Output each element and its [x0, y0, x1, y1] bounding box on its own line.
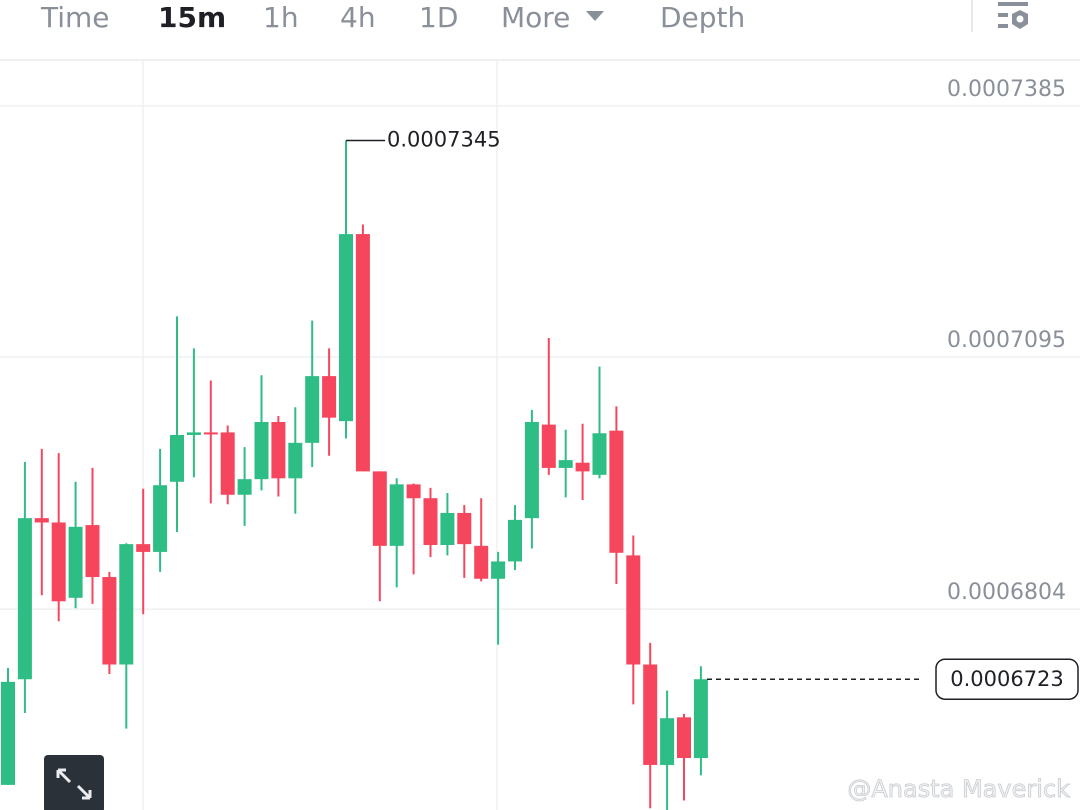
candle-body [423, 498, 438, 545]
last-price-label: 0.0006723 [950, 667, 1064, 691]
candle-body [389, 484, 404, 546]
candle-body [339, 234, 353, 422]
y-tick-label: 0.0007385 [947, 77, 1066, 102]
candle-body [524, 422, 539, 519]
candle-body [254, 422, 269, 480]
candle-body [51, 522, 66, 602]
candle-body [237, 479, 252, 495]
candle-body [153, 485, 168, 552]
candle-body [1, 681, 15, 785]
candle-body [271, 422, 286, 479]
candle-body [85, 525, 100, 578]
grid: 0.0007385 0.0007095 0.0006804 [0, 77, 1080, 610]
candle-body [592, 433, 607, 475]
candle-body [491, 561, 506, 579]
candle-body [609, 430, 624, 553]
candle-body [541, 424, 556, 468]
dropdown-arrow [586, 11, 604, 21]
candle-body [693, 679, 708, 759]
annotations: 0.0007345 0.0006723 [346, 128, 1079, 700]
candle-body [474, 545, 489, 579]
expand-button[interactable] [44, 755, 104, 810]
candle-body [68, 526, 83, 598]
candle-body [626, 555, 641, 665]
candle-body [220, 432, 235, 495]
candle-body [677, 717, 691, 759]
candle-body [170, 435, 184, 482]
timeframe-tabs: Time 15m 1h 4h 1D More Depth [40, 1, 745, 34]
candle-body [558, 460, 573, 468]
watermark: @Anasta Maverick [847, 775, 1070, 803]
candle-body [406, 484, 421, 499]
y-tick-label: 0.0007095 [947, 328, 1066, 353]
tab[interactable]: Depth [660, 1, 745, 34]
tab[interactable]: 15m [158, 1, 226, 34]
candle-body [372, 471, 387, 546]
candle-body [322, 376, 337, 418]
candle-body [440, 512, 455, 545]
candle-body [305, 376, 320, 443]
candle-body [643, 664, 658, 765]
tab[interactable]: More [501, 1, 570, 34]
candle-body [355, 234, 370, 472]
candle-body [203, 432, 218, 435]
candle-body [34, 518, 49, 523]
y-tick-label: 0.0006804 [947, 580, 1066, 605]
tab[interactable]: 4h [340, 1, 376, 34]
candle-body [288, 442, 303, 479]
candle-body [457, 512, 472, 545]
tab[interactable]: 1D [419, 1, 458, 34]
candle-body [186, 432, 201, 435]
candle-body [660, 718, 675, 765]
tab[interactable]: 1h [263, 1, 299, 34]
candle-body [17, 518, 32, 680]
candle-body [102, 577, 117, 665]
candle-body [119, 544, 134, 665]
candles [1, 140, 708, 810]
candle-body [136, 544, 151, 552]
last-price-box [935, 658, 1079, 700]
candle-body [575, 462, 590, 472]
high-label: 0.0007345 [387, 128, 501, 152]
settings-icon[interactable] [998, 2, 1028, 29]
tab[interactable]: Time [40, 1, 110, 34]
candle-body [508, 519, 522, 562]
